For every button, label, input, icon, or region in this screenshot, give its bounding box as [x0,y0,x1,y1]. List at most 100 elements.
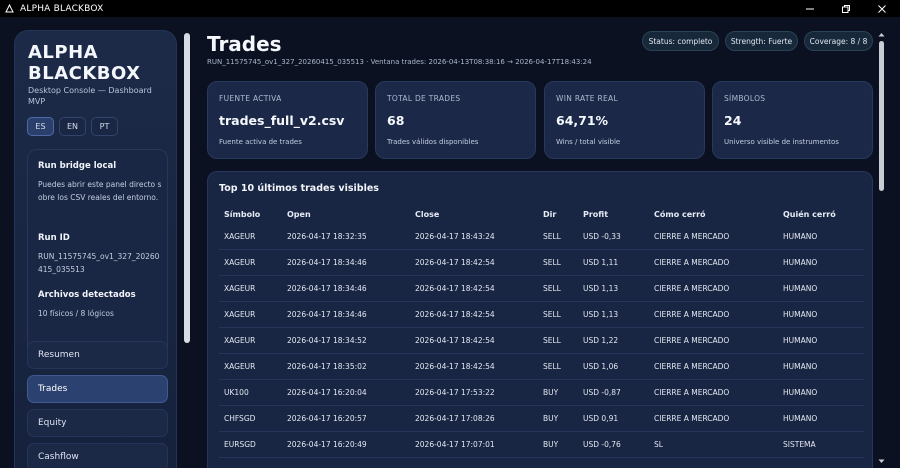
cell-symbol: XAGEUR [224,284,256,293]
sidebar: ALPHA BLACKBOX Desktop Console — Dashboa… [14,30,177,468]
table-row[interactable]: XAGEUR 2026-04-17 18:34:46 2026-04-17 18:4… [219,302,864,328]
bridge-text: Puedes abrir este panel directo sobre lo… [38,180,162,202]
kpi-value: 24 [724,113,742,128]
minimize-button[interactable] [792,0,828,17]
cell-close-method: CIERRE A MERCADO [654,336,730,345]
language-switcher: ES EN PT [27,117,118,136]
cell-symbol: CHFSGD [224,414,256,423]
lang-pt-button[interactable]: PT [91,117,118,136]
nav-item-equity[interactable]: Equity [27,409,168,437]
cell-symbol: UK100 [224,388,249,397]
cell-closed-by: HUMANO [783,284,818,293]
cell-close-method: CIERRE A MERCADO [654,388,730,397]
page-title: Trades [207,32,282,56]
window-title-bar: ALPHA BLACKBOX [0,0,900,17]
close-icon [878,4,886,13]
run-window-line: RUN_11575745_ov1_327_20260415_035513 · V… [207,58,592,66]
cell-close: 2026-04-17 17:53:22 [415,388,495,397]
window-title: ALPHA BLACKBOX [20,3,104,14]
chevron-down-icon [878,459,885,463]
cell-close-method: SL [654,440,663,449]
table-row[interactable]: UK100 2026-04-17 16:20:04 2026-04-17 17:53… [219,380,864,406]
cell-closed-by: HUMANO [783,310,818,319]
lang-en-button[interactable]: EN [59,117,86,136]
run-info-box: Run bridge local Puedes abrir este panel… [27,149,168,364]
cell-open: 2026-04-17 16:20:04 [287,388,367,397]
cell-profit: USD 1,13 [583,284,619,293]
table-row[interactable]: CHFSGD 2026-04-17 16:20:57 2026-04-17 17:0… [219,406,864,432]
kpi-value: 68 [387,113,405,128]
kpi-sub: Trades válidos disponibles [387,138,479,146]
cell-profit: USD 1,13 [583,310,619,319]
cell-closed-by: HUMANO [783,258,818,267]
kpi-label: Total de trades [387,94,461,103]
main-scrollbar-thumb[interactable] [879,41,884,191]
cell-open: 2026-04-17 16:20:49 [287,440,367,449]
kpi-sub: Universo visible de instrumentos [724,138,839,146]
column-header-dir: Dir [543,210,557,219]
cell-dir: SELL [543,232,561,241]
lang-es-button[interactable]: ES [27,117,54,136]
kpi-sub: Fuente activa de trades [219,138,302,146]
cell-open: 2026-04-17 18:32:35 [287,232,367,241]
table-title: Top 10 últimos trades visibles [219,183,379,194]
kpi-value: trades_full_v2.csv [219,113,345,128]
cell-close: 2026-04-17 18:42:54 [415,310,495,319]
cell-close: 2026-04-17 18:43:24 [415,232,495,241]
sidebar-scrollbar-thumb[interactable] [184,33,190,343]
app-icon [4,3,15,14]
cell-close-method: CIERRE A MERCADO [654,284,730,293]
cell-open: 2026-04-17 16:20:57 [287,414,367,423]
cell-symbol: EURSGD [224,440,256,449]
cell-open: 2026-04-17 18:34:46 [287,310,367,319]
cell-close-method: CIERRE A MERCADO [654,414,730,423]
cell-open: 2026-04-17 18:34:46 [287,258,367,267]
table-row[interactable]: EURSGD 2026-04-17 16:20:49 2026-04-17 17:0… [219,432,864,458]
nav-item-trades[interactable]: Trades [27,375,168,403]
cell-close-method: CIERRE A MERCADO [654,362,730,371]
files-title: Archivos detectados [38,290,136,300]
sidebar-scrollbar[interactable] [183,30,191,468]
minimize-icon [806,8,814,9]
cell-dir: BUY [543,440,559,449]
table-row[interactable]: XAGEUR 2026-04-17 18:35:02 2026-04-17 18:4… [219,354,864,380]
chevron-up-icon [878,33,885,37]
cell-close: 2026-04-17 17:08:26 [415,414,495,423]
bridge-title: Run bridge local [38,161,117,171]
cell-symbol: XAGEUR [224,232,256,241]
cell-profit: USD 1,06 [583,362,619,371]
cell-close: 2026-04-17 17:07:01 [415,440,495,449]
table-row[interactable]: XAGEUR 2026-04-17 18:32:35 2026-04-17 18:4… [219,224,864,250]
table-row[interactable]: XAGEUR 2026-04-17 18:34:52 2026-04-17 18:4… [219,328,864,354]
cell-dir: SELL [543,336,561,345]
cell-close-method: CIERRE A MERCADO [654,310,730,319]
cell-symbol: XAGEUR [224,310,256,319]
restore-button[interactable] [828,0,864,17]
column-header-closed-by: Quién cerró [783,210,836,219]
cell-close: 2026-04-17 18:42:54 [415,336,495,345]
kpi-card-symbols: Símbolos 24 Universo visible de instrume… [712,81,873,159]
cell-profit: USD 0,91 [583,414,619,423]
table-row[interactable]: XAGEUR 2026-04-17 18:34:46 2026-04-17 18:4… [219,276,864,302]
cell-close-method: CIERRE A MERCADO [654,232,730,241]
cell-close: 2026-04-17 18:42:54 [415,284,495,293]
cell-dir: SELL [543,284,561,293]
cell-closed-by: SISTEMA [783,440,816,449]
table-row[interactable]: XAGEUR 2026-04-17 18:34:46 2026-04-17 18:4… [219,250,864,276]
scroll-down-arrow[interactable] [877,457,886,466]
nav-item-resumen[interactable]: Resumen [27,341,168,369]
coverage-badge: Coverage: 8 / 8 [804,31,873,51]
cell-open: 2026-04-17 18:34:52 [287,336,367,345]
main-scrollbar[interactable] [877,30,886,468]
cell-symbol: XAGEUR [224,258,256,267]
close-button[interactable] [864,0,900,17]
cell-profit: USD -0,76 [583,440,621,449]
cell-profit: USD 1,22 [583,336,619,345]
brand-title: ALPHA BLACKBOX [28,42,141,84]
nav-item-cashflow[interactable]: Cashflow [27,443,168,468]
column-header-symbol: Símbolo [224,210,261,219]
run-id-value: RUN_11575745_ov1_327_20260415_035513 [38,252,160,274]
scroll-up-arrow[interactable] [877,30,886,39]
cell-closed-by: HUMANO [783,336,818,345]
cell-close: 2026-04-17 18:42:54 [415,362,495,371]
